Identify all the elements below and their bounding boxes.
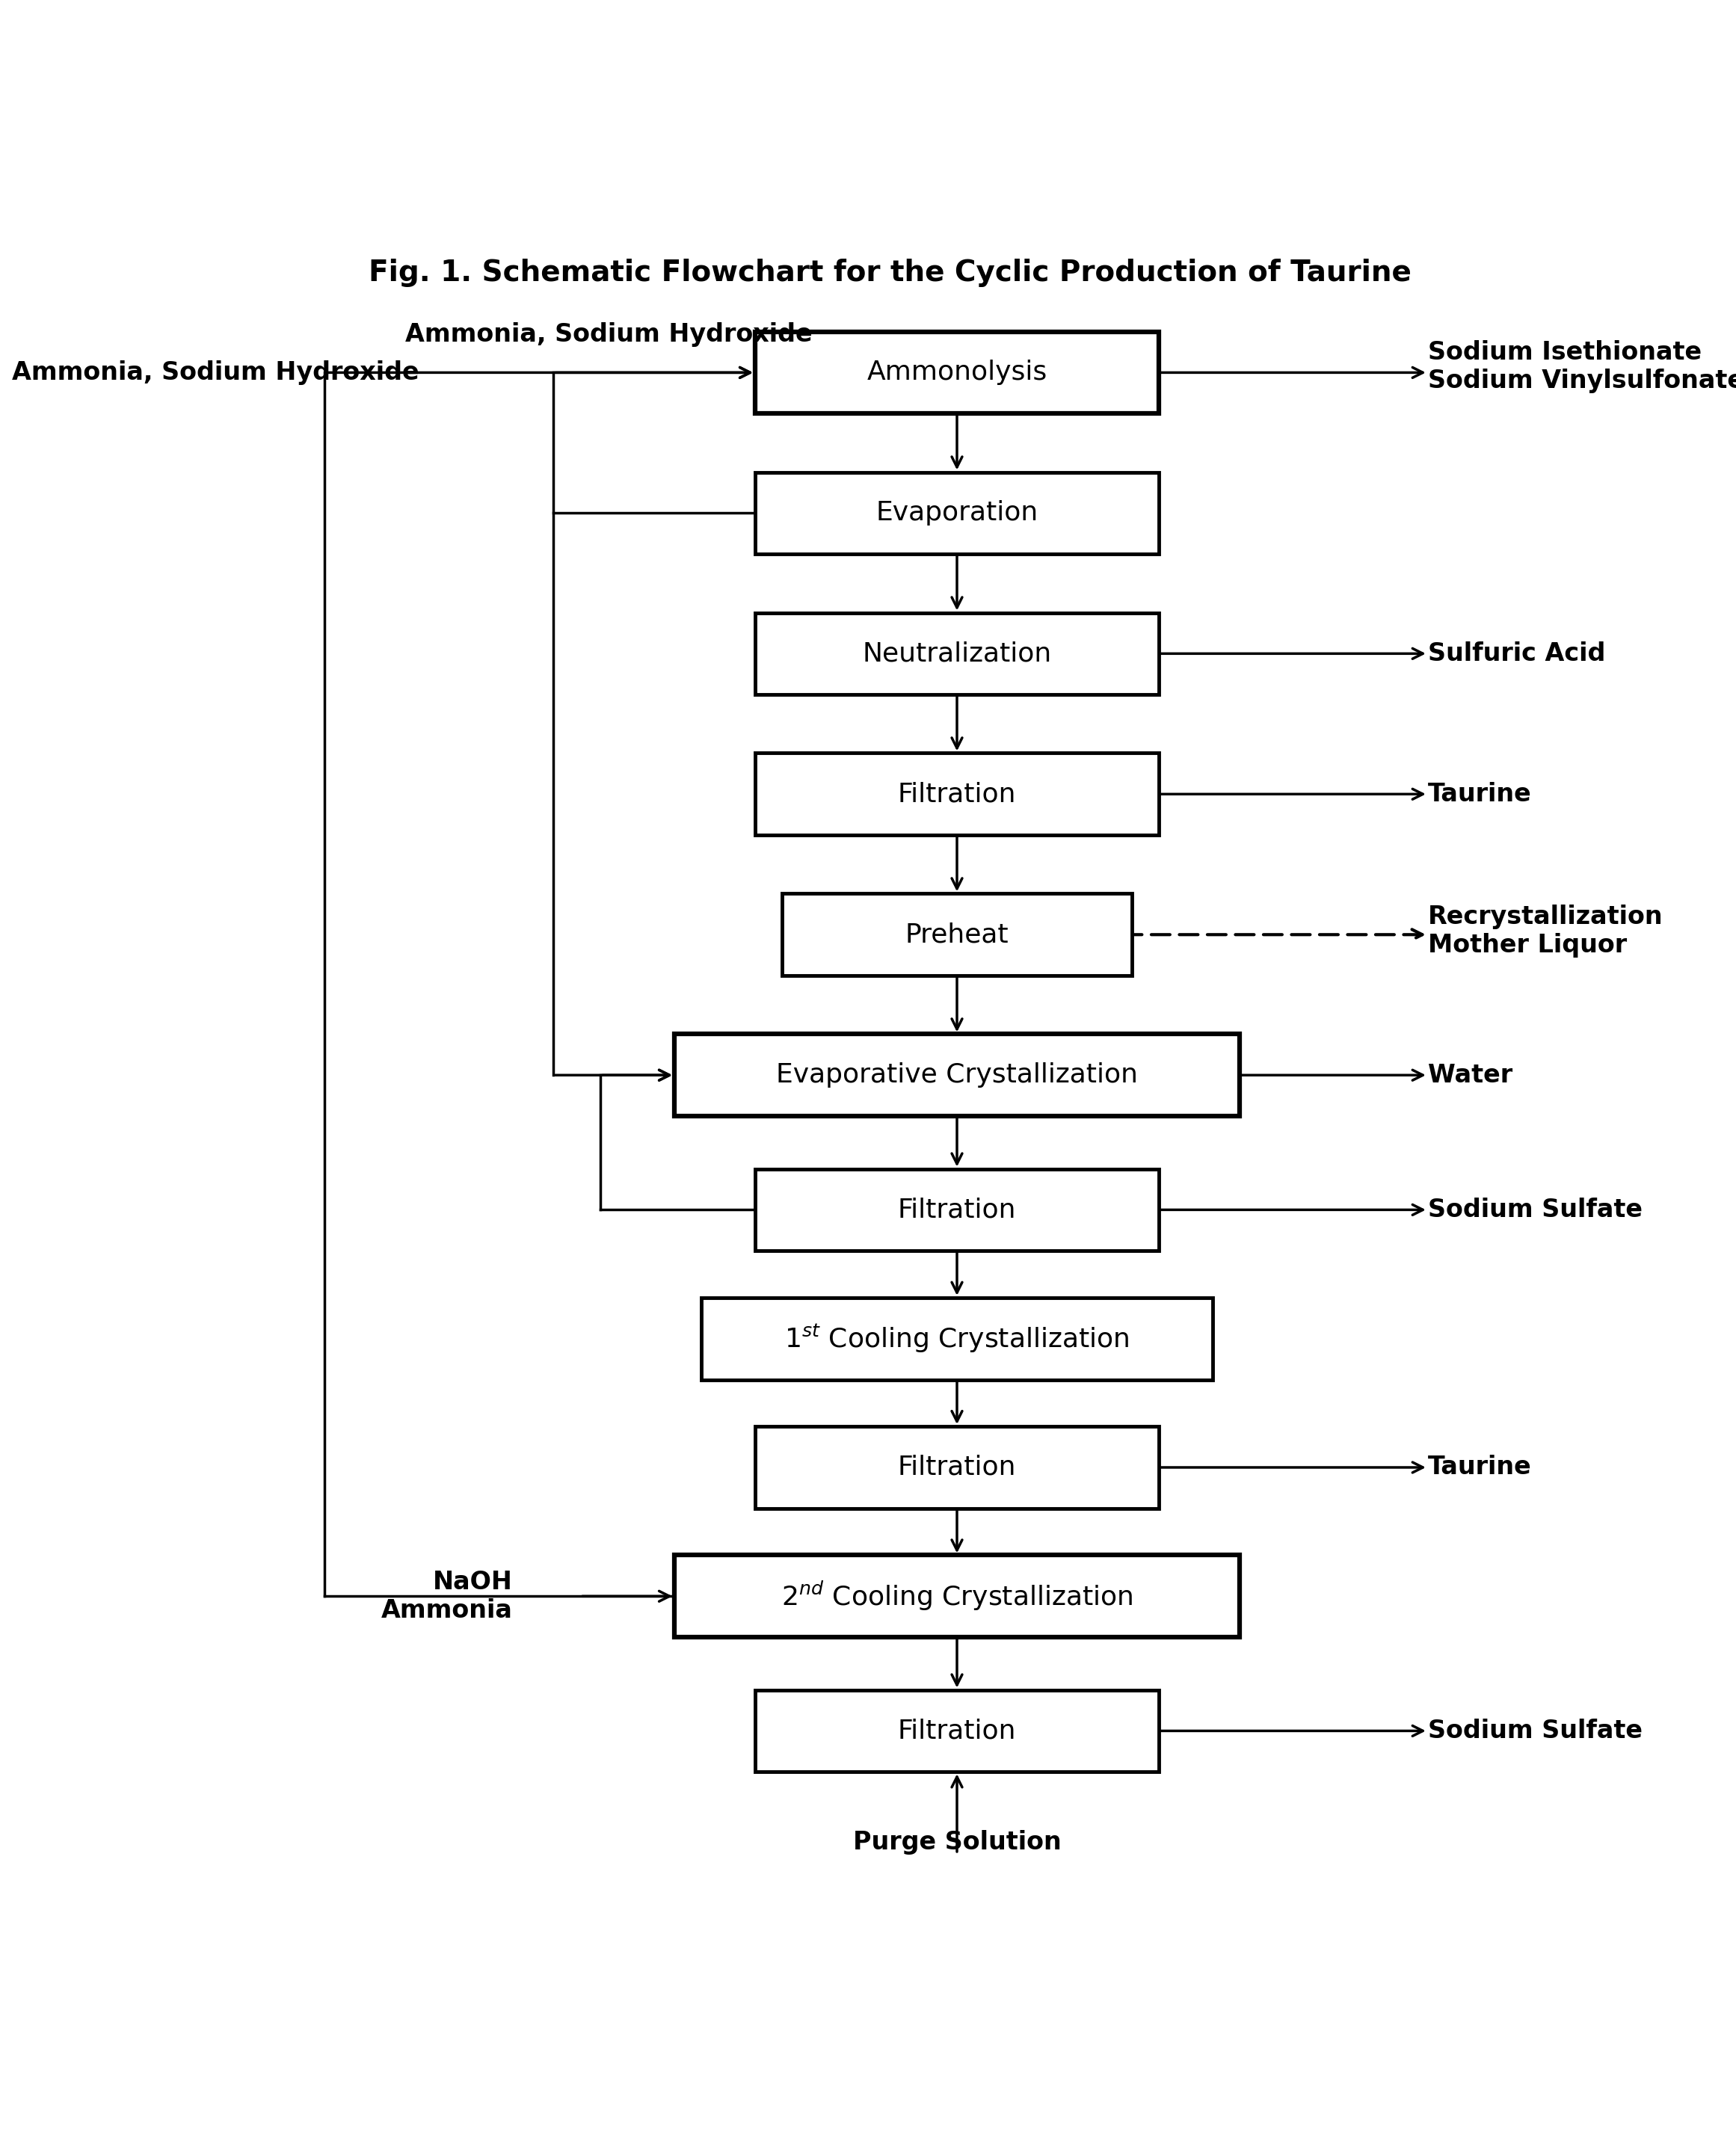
Text: Sodium Isethionate
Sodium Vinylsulfonate: Sodium Isethionate Sodium Vinylsulfonate — [1429, 341, 1736, 394]
Bar — [755, 332, 1160, 413]
Text: Purge Solution: Purge Solution — [852, 1829, 1061, 1854]
Text: Evaporative Crystallization: Evaporative Crystallization — [776, 1062, 1137, 1088]
Text: Water: Water — [1429, 1062, 1512, 1088]
Bar — [755, 613, 1160, 694]
Bar — [675, 1554, 1240, 1637]
Bar — [755, 1426, 1160, 1507]
Text: $1^{st}$ Cooling Crystallization: $1^{st}$ Cooling Crystallization — [785, 1322, 1130, 1354]
Text: Ammonolysis: Ammonolysis — [866, 360, 1047, 385]
Bar — [755, 1690, 1160, 1771]
Text: Sulfuric Acid: Sulfuric Acid — [1429, 641, 1606, 666]
Text: Ammonia, Sodium Hydroxide: Ammonia, Sodium Hydroxide — [12, 360, 418, 385]
Text: Taurine: Taurine — [1429, 1454, 1531, 1480]
Bar — [755, 1169, 1160, 1252]
Text: Sodium Sulfate: Sodium Sulfate — [1429, 1718, 1642, 1744]
Bar — [701, 1299, 1213, 1380]
Text: Filtration: Filtration — [898, 1454, 1016, 1480]
Text: Taurine: Taurine — [1429, 781, 1531, 807]
Text: Recrystallization
Mother Liquor: Recrystallization Mother Liquor — [1429, 905, 1663, 958]
Text: Evaporation: Evaporation — [875, 500, 1038, 526]
Text: $2^{nd}$ Cooling Crystallization: $2^{nd}$ Cooling Crystallization — [781, 1580, 1134, 1612]
Text: Filtration: Filtration — [898, 1718, 1016, 1744]
Bar — [675, 1035, 1240, 1116]
Text: Sodium Sulfate: Sodium Sulfate — [1429, 1196, 1642, 1222]
Text: Ammonia, Sodium Hydroxide: Ammonia, Sodium Hydroxide — [406, 321, 812, 347]
Text: Neutralization: Neutralization — [863, 641, 1052, 666]
Text: Filtration: Filtration — [898, 781, 1016, 807]
Text: NaOH
Ammonia: NaOH Ammonia — [382, 1569, 514, 1622]
Bar — [755, 754, 1160, 835]
Bar — [783, 894, 1132, 975]
Text: Filtration: Filtration — [898, 1196, 1016, 1222]
Text: Preheat: Preheat — [904, 922, 1009, 947]
Bar — [755, 473, 1160, 554]
Text: Fig. 1. Schematic Flowchart for the Cyclic Production of Taurine: Fig. 1. Schematic Flowchart for the Cycl… — [368, 260, 1411, 287]
